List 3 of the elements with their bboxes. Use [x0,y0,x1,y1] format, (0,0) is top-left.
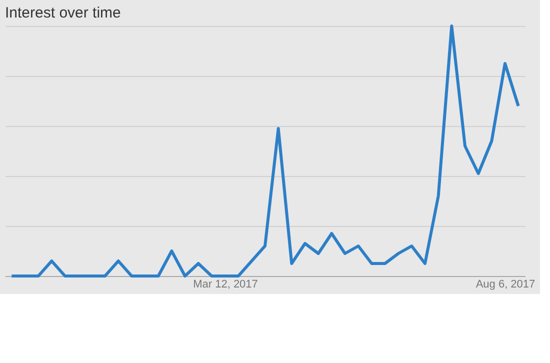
x-tick-label: Aug 6, 2017 [476,278,536,290]
chart-title: Interest over time [5,4,121,22]
x-tick-label: Mar 12, 2017 [193,278,258,290]
